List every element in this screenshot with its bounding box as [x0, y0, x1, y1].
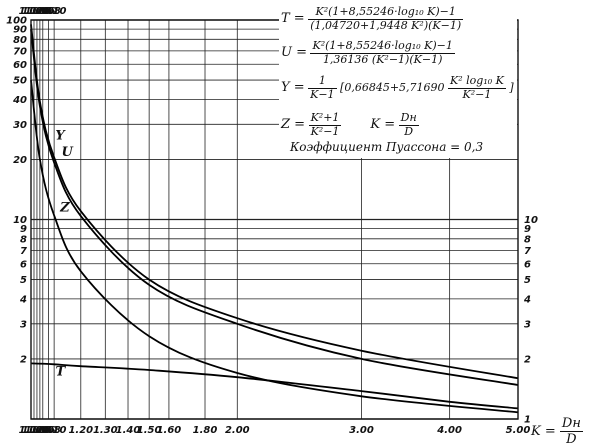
x-tick-label-15: 4.00 — [436, 425, 462, 436]
formula-z-lhs: Z = — [281, 117, 306, 133]
y-tick-label-12: 7 — [20, 246, 27, 257]
y-right-tick-label-5: 5 — [524, 275, 531, 286]
formula-block: T = K²(1+8,55246·log₁₀ K)−1 (1,04720+1,9… — [281, 2, 517, 158]
x-top-tick-label-3: 1.05 — [28, 6, 53, 17]
series-line-y — [30, 28, 519, 386]
y-tick-label-6: 40 — [12, 95, 27, 106]
y-right-tick-label-3: 7 — [524, 246, 531, 257]
y-right-tick-label-2: 8 — [524, 234, 531, 245]
y-tick-label-0: 100 — [6, 16, 27, 27]
y-right-tick-label-8: 2 — [524, 354, 531, 365]
y-tick-label-8: 20 — [13, 155, 27, 166]
plot-frame — [30, 19, 519, 420]
y-tick-label-3: 70 — [13, 46, 27, 57]
y-tick-label-2: 80 — [13, 35, 27, 46]
y-tick-label-9: 10 — [13, 215, 27, 226]
y-right-tick-label-7: 3 — [524, 319, 531, 330]
y-right-tick-label-1: 9 — [524, 224, 531, 235]
x-top-tick-label-2: 1.04 — [25, 6, 50, 17]
formula-k-num: Dн — [398, 111, 419, 126]
formula-y: Y = 1 K−1 [0,66845+5,71690 K² log₁₀ K K²… — [281, 74, 514, 101]
x-tick-label-1: 1.03 — [22, 425, 47, 436]
x-tick-label-4: 1.06 — [30, 425, 55, 436]
y-tick-label-5: 50 — [13, 76, 27, 87]
curve-label-u: U — [62, 145, 74, 160]
y-right-tick-label-9: 1 — [524, 415, 531, 426]
y-tick-label-17: 2 — [20, 354, 27, 365]
formula-z-num: K²+1 — [308, 111, 342, 126]
series-line-z — [30, 79, 519, 414]
x-tick-label-5: 1.08 — [36, 425, 61, 436]
tick-labels: 1.021.031.041.051.061.081.10 1.20 1.301.40… — [6, 6, 538, 436]
x-axis-caption-lhs: K = — [531, 424, 556, 439]
x-axis-caption: K = Dн D — [531, 416, 583, 447]
curve-label-z: Z — [59, 200, 70, 215]
x-tick-label-3: 1.05 — [28, 425, 53, 436]
formula-t-lhs: T = — [281, 11, 305, 27]
formula-legend: T = K²(1+8,55246·log₁₀ K)−1 (1,04720+1,9… — [279, 2, 517, 158]
series-line-t — [30, 362, 519, 410]
x-tick-label-9: 1.40 — [116, 425, 141, 436]
y-right-tick-label-4: 6 — [524, 259, 531, 270]
formula-z: Z = K²+1 K²−1 K = Dн D — [281, 111, 419, 138]
formula-t: T = K²(1+8,55246·log₁₀ K)−1 (1,04720+1,9… — [281, 5, 464, 32]
x-top-tick-label-1: 1.03 — [22, 6, 47, 17]
y-tick-label-11: 8 — [20, 234, 27, 245]
formula-z-den: K²−1 — [310, 124, 340, 138]
x-axis-caption-num: Dн — [559, 416, 583, 432]
x-top-tick-label-5: 1.08 — [36, 6, 61, 17]
curve-label-t: T — [56, 364, 67, 379]
y-tick-label-15: 4 — [19, 294, 27, 305]
formula-k-lhs: K = — [370, 117, 396, 133]
x-tick-label-7: 1.20 — [68, 425, 93, 436]
formula-t-num: K²(1+8,55246·log₁₀ K)−1 — [308, 5, 464, 20]
y-tick-label-14: 5 — [20, 275, 27, 286]
x-tick-label-0: 1.02 — [19, 425, 44, 436]
formula-u-num: K²(1+8,55246·log₁₀ K)−1 — [310, 39, 455, 54]
y-right-tick-label-0: 10 — [524, 215, 538, 226]
formula-k-den: D — [404, 124, 414, 138]
formula-u-lhs: U = — [281, 45, 307, 61]
y-tick-label-13: 6 — [20, 259, 27, 270]
y-tick-label-1: 90 — [13, 25, 27, 36]
y-tick-label-4: 60 — [13, 60, 27, 71]
x-tick-label-14: 3.00 — [349, 425, 374, 436]
x-top-tick-label-0: 1.02 — [19, 6, 44, 17]
x-tick-label-10: 1.50 — [137, 425, 162, 436]
x-tick-label-8: 1.30 — [93, 425, 118, 436]
x-tick-label-12: 1.80 — [193, 425, 218, 436]
x-tick-label-2: 1.04 — [25, 425, 50, 436]
x-top-tick-label-6: 1.10 — [42, 6, 67, 17]
formula-y-den: K²−1 — [462, 87, 492, 101]
formula-y-lhs: Y = — [281, 80, 305, 96]
x-top-tick-label-4: 1.06 — [30, 6, 55, 17]
formula-u: U = K²(1+8,55246·log₁₀ K)−1 1,36136 (K²−… — [281, 39, 455, 66]
curve-labels: UY Z T — [55, 129, 73, 380]
poisson-ratio-note: Коэффициент Пуассона = 0,3 — [290, 140, 484, 154]
x-tick-label-6: 1.10 — [42, 425, 67, 436]
formula-y-pre-den: K−1 — [310, 87, 335, 101]
x-tick-label-11: 1.60 — [157, 425, 182, 436]
formula-y-mid: [0,66845+5,71690 — [340, 81, 445, 95]
formula-t-den: (1,04720+1,9448 K²)(K−1) — [310, 18, 462, 32]
y-tick-label-7: 30 — [13, 120, 27, 131]
y-tick-label-10: 9 — [20, 224, 27, 235]
curve-label-y: Y — [55, 129, 66, 144]
x-tick-label-13: 2.00 — [225, 425, 250, 436]
y-right-tick-label-6: 4 — [523, 294, 531, 305]
x-axis-caption-den: D — [566, 432, 577, 447]
formula-y-num: K² log₁₀ K — [448, 74, 506, 89]
x-tick-label-16: 5.00 — [506, 425, 531, 436]
formula-y-post: ] — [509, 81, 514, 95]
formula-y-pre-num: 1 — [308, 74, 337, 89]
y-tick-label-16: 3 — [20, 319, 27, 330]
formula-u-den: 1,36136 (K²−1)(K−1) — [322, 52, 443, 66]
data-series — [30, 24, 519, 414]
